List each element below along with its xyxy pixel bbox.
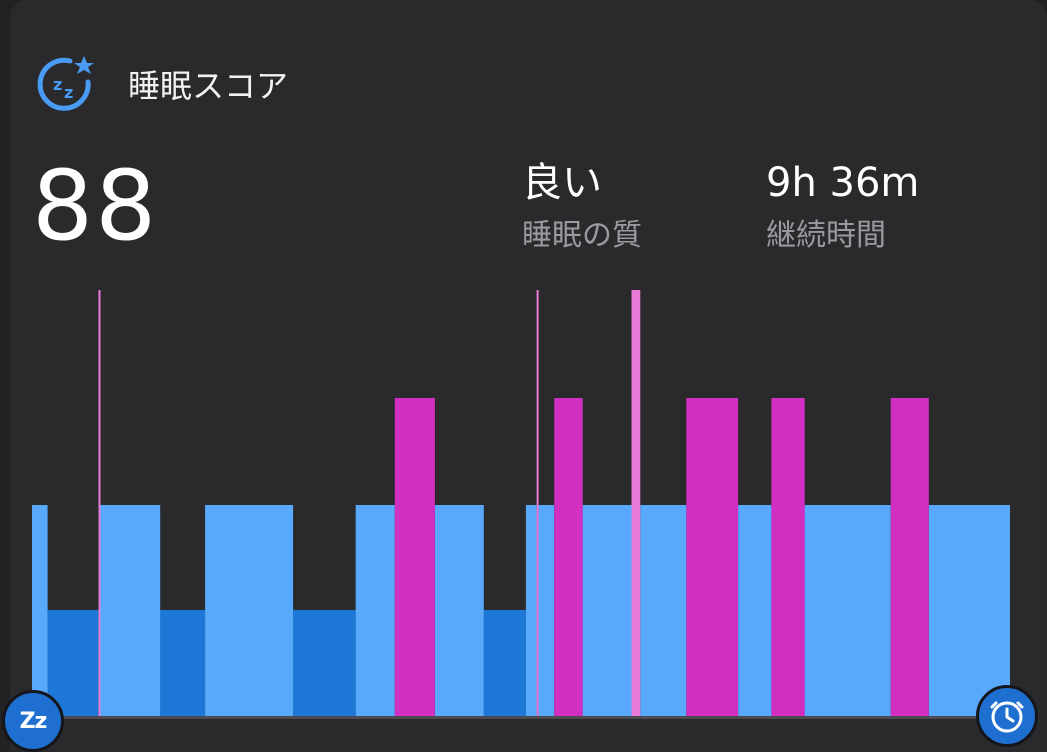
sleep-zz-button[interactable]: Zz (2, 690, 64, 752)
sleep-stage-bar-light (738, 505, 772, 718)
sleep-stage-bar-light (434, 505, 484, 718)
sleep-stage-bar-rem (771, 398, 805, 718)
sleep-stage-bar-awake (98, 290, 101, 718)
sleep-duration-value: 9h 36m (766, 160, 920, 206)
sleep-stage-bar-rem (686, 398, 739, 718)
zz-icon: Zz (19, 708, 48, 734)
svg-text:z: z (64, 83, 73, 102)
sleep-stage-bar-rem (394, 398, 435, 718)
sleep-stage-bar-light (804, 505, 891, 718)
sleep-stage-bar-awake (536, 290, 539, 718)
chart-baseline (30, 716, 1010, 719)
sleep-stage-bar-light (100, 505, 161, 718)
sleep-stage-bar-deep (293, 610, 356, 718)
sleep-stage-bar-deep (160, 610, 206, 718)
page-title: 睡眠スコア (128, 67, 289, 105)
svg-text:z: z (53, 75, 62, 94)
clock-icon (990, 701, 1024, 733)
sleep-stage-bar-light (355, 505, 395, 718)
sleep-stage-bar-light (32, 505, 48, 718)
sleep-stage-bar-light (538, 505, 555, 718)
sleep-quality-metric: 良い 睡眠の質 (522, 163, 642, 251)
sleep-duration-label: 継続時間 (766, 218, 886, 253)
sleep-stage-bar-rem (890, 398, 929, 718)
clock-button[interactable] (976, 685, 1038, 747)
sleep-score-header: z z 睡眠スコア (36, 52, 288, 116)
sleep-score-value: 88 (32, 150, 159, 262)
sleep-stage-bar-deep (483, 610, 526, 718)
sleep-stage-bar-light (582, 505, 632, 718)
sleep-stage-bar-light (205, 505, 294, 718)
sleep-quality-label: 睡眠の質 (522, 218, 642, 253)
sleep-quality-value: 良い (522, 160, 602, 206)
sleep-zz-star-icon: z z (37, 56, 94, 111)
sleep-stage-bar-light (525, 505, 537, 718)
sleep-stage-bar-light (928, 505, 1010, 718)
sleep-stage-chart (32, 290, 1010, 718)
sleep-duration-metric: 9h 36m 継続時間 (766, 163, 919, 251)
sleep-stage-bar-rem (554, 398, 583, 718)
sleep-stage-bar-light (640, 505, 687, 718)
sleep-stage-bar-awake (631, 290, 641, 718)
